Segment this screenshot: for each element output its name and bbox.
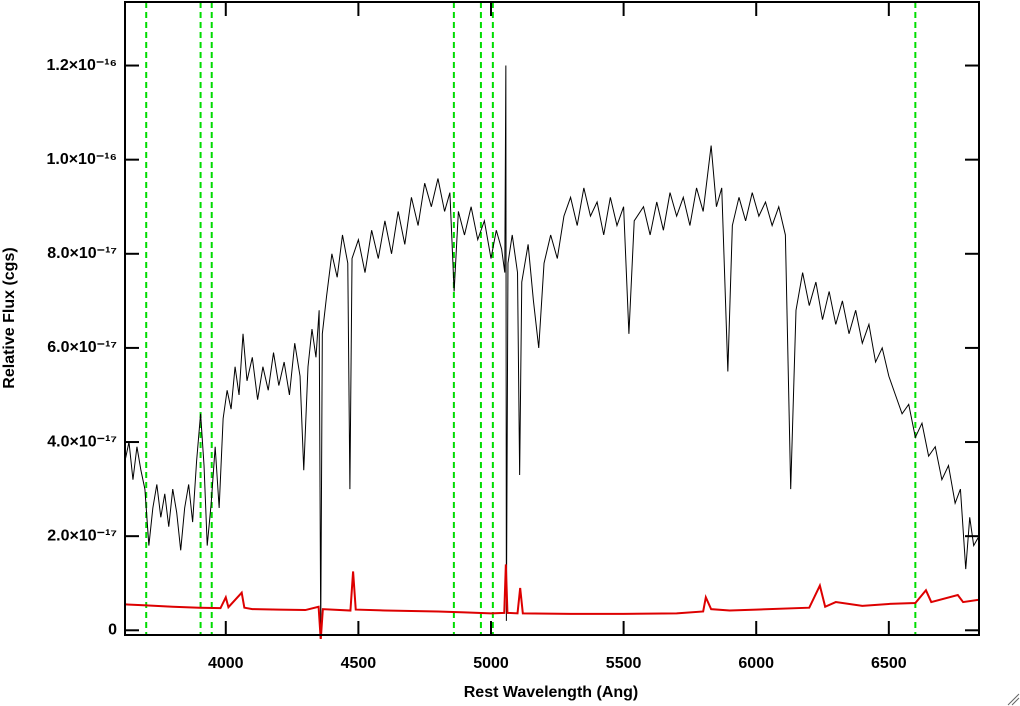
x-tick-label: 5000 [473,655,509,672]
y-tick-label: 6.0×10⁻¹⁷ [47,339,117,356]
y-tick-label: 8.0×10⁻¹⁷ [47,245,117,262]
y-tick-label: 2.0×10⁻¹⁷ [47,527,117,544]
x-tick-label: 6500 [871,655,907,672]
x-tick-label: 6000 [738,655,774,672]
x-axis-label: Rest Wavelength (Ang) [464,684,639,701]
spectrum-line [125,564,979,639]
y-axis-label: Relative Flux (cgs) [1,247,18,388]
plot-frame [124,1,980,636]
y-tick-label: 0 [108,622,117,639]
y-tick-label: 4.0×10⁻¹⁷ [47,433,117,450]
x-tick-label: 4000 [208,655,244,672]
spectrum-line [125,65,979,631]
y-tick-label: 1.0×10⁻¹⁶ [46,151,117,168]
resize-grip [1007,693,1020,706]
x-tick-label: 5500 [606,655,642,672]
x-tick-label: 4500 [341,655,377,672]
y-tick-label: 1.2×10⁻¹⁶ [46,57,117,74]
